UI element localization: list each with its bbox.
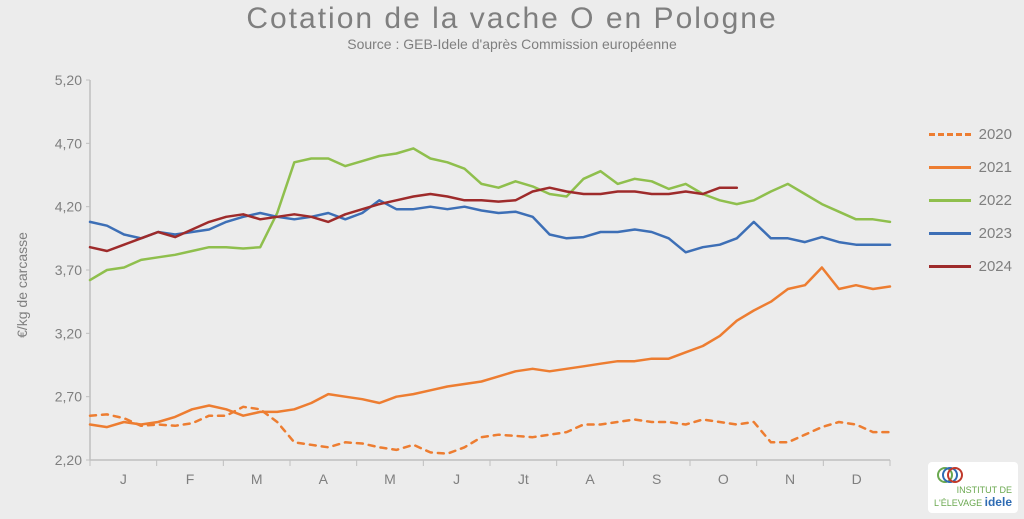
- svg-text:M: M: [384, 471, 396, 487]
- legend-swatch: [929, 199, 971, 202]
- chart-area: €/kg de carcasse 2,202,703,203,704,204,7…: [30, 70, 900, 500]
- svg-text:M: M: [251, 471, 263, 487]
- legend-swatch: [929, 232, 971, 235]
- svg-text:A: A: [585, 471, 595, 487]
- series-2020: [90, 407, 890, 454]
- svg-text:D: D: [852, 471, 862, 487]
- line-chart: 2,20 2,70 3,20 3,70 4,20 4,70 5,20 J F M A M J Jt A S O N…: [30, 70, 900, 500]
- svg-text:3,20: 3,20: [55, 325, 82, 341]
- svg-text:S: S: [652, 471, 661, 487]
- legend-label: 2020: [979, 126, 1012, 143]
- chart-subtitle: Source : GEB-Idele d'après Commission eu…: [0, 36, 1024, 52]
- series-2022: [90, 148, 890, 280]
- svg-text:J: J: [453, 471, 460, 487]
- series-2023: [90, 200, 890, 252]
- svg-text:J: J: [120, 471, 127, 487]
- svg-text:F: F: [186, 471, 195, 487]
- svg-text:O: O: [718, 471, 729, 487]
- svg-text:3,70: 3,70: [55, 262, 82, 278]
- legend: 2020 2021 2022 2023 2024: [929, 110, 1012, 291]
- svg-text:A: A: [319, 471, 329, 487]
- svg-text:4,20: 4,20: [55, 199, 82, 215]
- svg-text:2,70: 2,70: [55, 389, 82, 405]
- series-2021: [90, 268, 890, 428]
- legend-label: 2022: [979, 192, 1012, 209]
- idele-logo: INSTITUT DE L'ÉLEVAGE idele: [928, 462, 1018, 513]
- chart-title: Cotation de la vache O en Pologne: [0, 0, 1024, 36]
- legend-swatch: [929, 133, 971, 136]
- svg-text:N: N: [785, 471, 795, 487]
- legend-item-2022: 2022: [929, 192, 1012, 209]
- series-2024: [90, 188, 737, 251]
- legend-item-2024: 2024: [929, 258, 1012, 275]
- svg-text:5,20: 5,20: [55, 72, 82, 88]
- legend-label: 2023: [979, 225, 1012, 242]
- legend-item-2023: 2023: [929, 225, 1012, 242]
- legend-label: 2021: [979, 159, 1012, 176]
- legend-swatch: [929, 166, 971, 169]
- legend-swatch: [929, 265, 971, 268]
- legend-item-2020: 2020: [929, 126, 1012, 143]
- svg-text:Jt: Jt: [518, 471, 529, 487]
- legend-item-2021: 2021: [929, 159, 1012, 176]
- svg-text:2,20: 2,20: [55, 452, 82, 468]
- svg-text:4,70: 4,70: [55, 135, 82, 151]
- legend-label: 2024: [979, 258, 1012, 275]
- y-axis-label: €/kg de carcasse: [14, 232, 30, 338]
